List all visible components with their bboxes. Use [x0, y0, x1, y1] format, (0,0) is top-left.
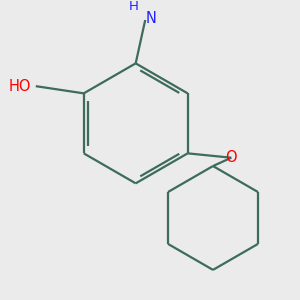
- Text: N: N: [146, 11, 157, 26]
- Text: O: O: [226, 150, 237, 165]
- Text: HO: HO: [9, 79, 31, 94]
- Text: H: H: [129, 0, 139, 13]
